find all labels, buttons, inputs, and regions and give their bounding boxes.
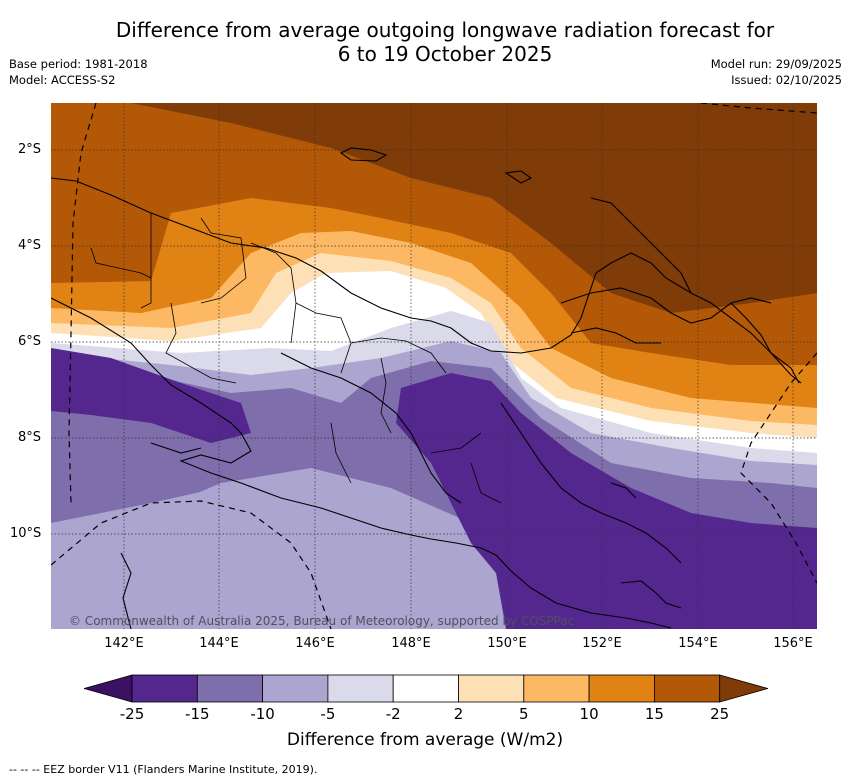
map-title: Difference from average outgoing longwav… <box>80 18 810 66</box>
issued-date: Issued: 02/10/2025 <box>731 73 842 87</box>
colorbar-tick-label: -25 <box>119 705 145 723</box>
title-line-2: 6 to 19 October 2025 <box>337 42 553 66</box>
colorbar-tick-label: 15 <box>644 705 664 723</box>
model-name: Model: ACCESS-S2 <box>9 73 116 87</box>
colorbar-tick-label: 10 <box>579 705 599 723</box>
lon-label: 144°E <box>199 636 239 651</box>
lon-label: 148°E <box>391 636 431 651</box>
colorbar-swatch <box>131 674 198 703</box>
copyright-notice: © Commonwealth of Australia 2025, Bureau… <box>69 614 575 628</box>
lat-label: 4°S <box>18 238 42 253</box>
colorbar-swatch <box>196 674 264 703</box>
map-panel <box>51 103 817 629</box>
lon-label: 150°E <box>487 636 527 651</box>
lat-label: 10°S <box>10 526 42 541</box>
meta-left: Base period: 1981-2018 Model: ACCESS-S2 <box>9 56 148 88</box>
province-borders <box>90 213 502 504</box>
model-run: Model run: 29/09/2025 <box>710 57 842 71</box>
eez-legend: -- -- -- EEZ border V11 (Flanders Marine… <box>9 763 318 776</box>
colorbar-swatches <box>82 674 770 703</box>
anomaly-map <box>51 103 817 629</box>
coastlines <box>51 147 802 629</box>
lon-label: 152°E <box>582 636 622 651</box>
title-line-1: Difference from average outgoing longwav… <box>115 18 775 42</box>
band-lt15-east <box>396 373 817 629</box>
colorbar-swatch <box>262 674 329 703</box>
colorbar-tick-label: 5 <box>519 705 529 723</box>
eez-borders <box>51 103 817 629</box>
lon-label: 146°E <box>295 636 335 651</box>
colorbar <box>82 674 770 708</box>
graticule <box>51 103 817 629</box>
colorbar-swatch <box>392 674 459 703</box>
lon-label: 154°E <box>678 636 718 651</box>
lon-label: 142°E <box>104 636 144 651</box>
colorbar-tick-label: -15 <box>185 705 210 723</box>
meta-right: Model run: 29/09/2025 Issued: 02/10/2025 <box>711 56 842 88</box>
colorbar-title: Difference from average (W/m2) <box>286 730 564 750</box>
colorbar-swatch <box>458 674 525 703</box>
colorbar-swatch <box>523 674 590 703</box>
colorbar-swatch <box>327 674 394 703</box>
colorbar-extend-high <box>719 674 770 703</box>
lat-label: 6°S <box>18 334 42 349</box>
lat-label: 2°S <box>18 142 42 157</box>
base-period: Base period: 1981-2018 <box>9 57 148 71</box>
colorbar-swatch <box>654 674 721 703</box>
colorbar-tick-label: 2 <box>453 705 464 723</box>
band-lt15-west <box>51 348 251 443</box>
lat-label: 8°S <box>18 430 42 445</box>
colorbar-tick-label: 25 <box>710 705 730 723</box>
band-sw-light <box>51 481 431 629</box>
lon-label: 156°E <box>773 636 813 651</box>
colorbar-swatch <box>588 674 655 703</box>
colorbar-tick-label: -2 <box>385 705 401 723</box>
colorbar-extend-low <box>82 674 133 703</box>
colorbar-tick-label: -10 <box>250 705 275 723</box>
colorbar-tick-label: -5 <box>320 705 336 723</box>
